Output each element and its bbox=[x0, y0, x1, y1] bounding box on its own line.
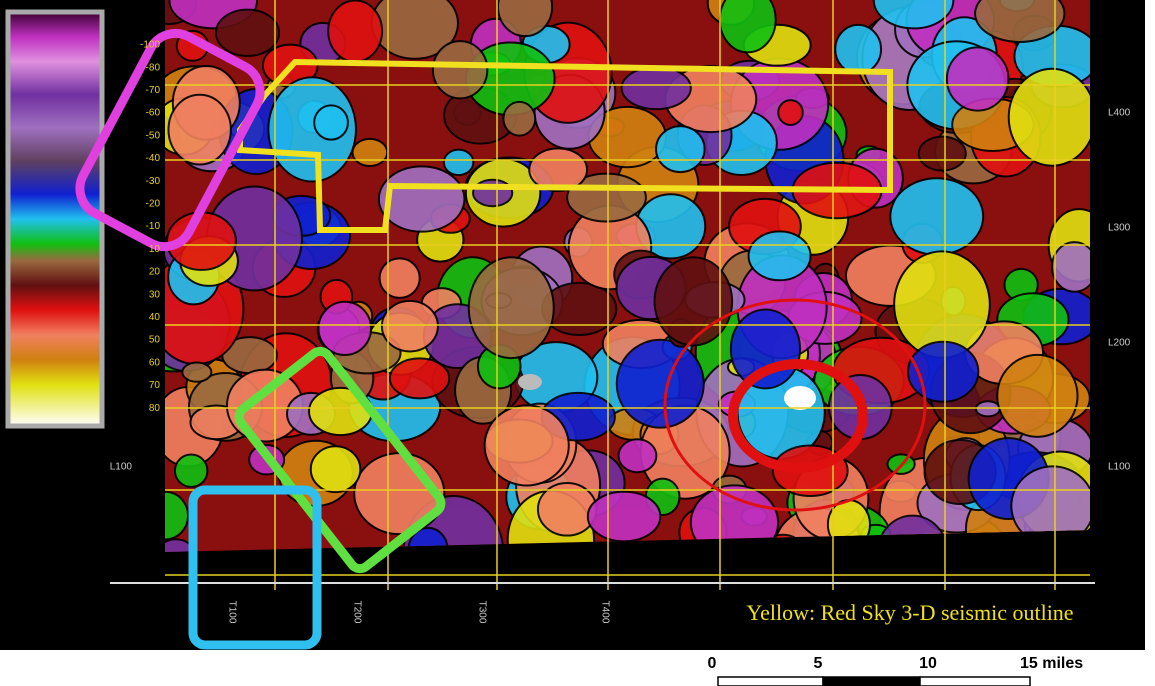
contour-blob bbox=[747, 230, 812, 282]
scale-label: 15 miles bbox=[1020, 655, 1083, 672]
contour-blob bbox=[996, 353, 1079, 438]
grid bbox=[165, 0, 1090, 590]
right-axis-label: L300 bbox=[1108, 223, 1131, 234]
contour-blob bbox=[615, 338, 705, 429]
scale-segment bbox=[717, 676, 824, 686]
legend-label: 30 bbox=[149, 289, 161, 300]
contour-blob bbox=[729, 308, 802, 390]
contour-blob bbox=[872, 0, 955, 30]
legend-label: -80 bbox=[146, 62, 161, 73]
legend-label: 10 bbox=[149, 244, 161, 255]
contour-blob bbox=[777, 99, 804, 126]
bright-spot bbox=[518, 374, 542, 390]
legend-label: -30 bbox=[146, 176, 161, 187]
color-legend bbox=[5, 9, 105, 429]
right-axis-label: L200 bbox=[1108, 338, 1131, 349]
right-axis-label: L100 bbox=[1108, 462, 1131, 473]
seismic-map bbox=[165, 0, 1090, 552]
legend-label: -10 bbox=[146, 221, 161, 232]
bottom-axis-label: T200 bbox=[351, 601, 362, 624]
contour-blob bbox=[974, 0, 1066, 43]
left-axis-label: L100 bbox=[110, 462, 133, 473]
contour-blob bbox=[974, 400, 1001, 418]
legend-label: -70 bbox=[146, 85, 161, 96]
contour-blob bbox=[655, 125, 706, 174]
scale-label: 5 bbox=[814, 655, 823, 672]
contour-blob bbox=[313, 104, 349, 141]
contour-blob bbox=[945, 46, 1010, 112]
scale-bar bbox=[717, 676, 1031, 686]
contour-blob bbox=[528, 147, 589, 193]
bottom-axis-label: T400 bbox=[599, 601, 610, 624]
contour-blob bbox=[327, 0, 384, 63]
legend-label: 80 bbox=[149, 403, 161, 414]
target-circle-inner bbox=[728, 359, 868, 473]
highlight-cyan bbox=[188, 485, 322, 650]
contour-blob bbox=[620, 65, 692, 111]
contour-blob bbox=[536, 481, 598, 537]
legend-label: -20 bbox=[146, 199, 161, 210]
contour-blob bbox=[351, 137, 389, 168]
bottom-axis-label: T100 bbox=[226, 601, 237, 624]
contour-blob bbox=[431, 40, 489, 100]
contour-blob bbox=[442, 148, 475, 177]
contour-blob bbox=[214, 8, 281, 57]
scale-label: 10 bbox=[919, 655, 937, 672]
contour-blob bbox=[378, 257, 421, 299]
contour-blob bbox=[181, 361, 213, 383]
legend-label: -60 bbox=[146, 108, 161, 119]
survey-outline bbox=[237, 58, 893, 233]
contour-blob bbox=[309, 445, 362, 494]
target-circle-outer bbox=[663, 298, 927, 512]
contour-blob bbox=[889, 177, 985, 256]
highlight-magenta bbox=[75, 28, 265, 252]
legend-label: -40 bbox=[146, 153, 161, 164]
right-axis-label: L400 bbox=[1108, 108, 1131, 119]
contour-blob bbox=[617, 438, 658, 474]
contour-blob bbox=[467, 256, 555, 360]
contour-blob bbox=[1007, 67, 1090, 167]
scale-segment bbox=[919, 676, 1031, 686]
legend-label: 60 bbox=[149, 357, 161, 368]
contour-blob bbox=[173, 453, 209, 489]
bottom-axis-label: T300 bbox=[476, 601, 487, 624]
contour-blob bbox=[496, 0, 554, 38]
contour-blob bbox=[1050, 241, 1090, 293]
scale-label: 0 bbox=[708, 655, 717, 672]
contour-blob bbox=[317, 300, 373, 357]
legend-label: 70 bbox=[149, 380, 161, 391]
caption: Yellow: Red Sky 3-D seismic outline bbox=[746, 600, 1073, 625]
contour-blob bbox=[165, 538, 197, 552]
contour-blob bbox=[586, 490, 662, 543]
contour-blob bbox=[388, 357, 451, 400]
contour-blob bbox=[502, 100, 537, 137]
contour-blob bbox=[165, 490, 190, 541]
contour-blob bbox=[377, 165, 466, 233]
labels: -100 -80 -70 -60 -50 -40 -30 -20 -10 10 20 30 40 50 60… bbox=[110, 40, 1131, 624]
contour-blob bbox=[483, 404, 570, 487]
legend-label: 40 bbox=[149, 312, 161, 323]
contour-blob bbox=[917, 135, 967, 172]
contour-blob bbox=[167, 93, 232, 166]
bright-spot bbox=[784, 386, 816, 410]
contour-blob bbox=[834, 23, 883, 75]
legend-label: -100 bbox=[140, 40, 160, 51]
contour-blob bbox=[906, 340, 980, 403]
legend-label: 20 bbox=[149, 267, 161, 278]
legend-label: -50 bbox=[146, 130, 161, 141]
scale-segment bbox=[822, 676, 921, 686]
legend-label: 50 bbox=[149, 335, 161, 346]
contour-blob bbox=[380, 299, 439, 353]
